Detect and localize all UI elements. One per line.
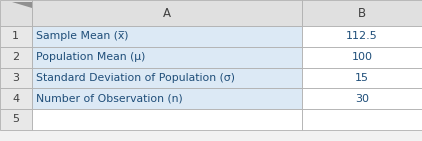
Bar [32, 0, 302, 26]
Text: Sample Mean (x̅): Sample Mean (x̅) [36, 31, 128, 41]
Text: 15: 15 [355, 73, 369, 83]
Polygon shape [12, 2, 32, 8]
Bar [0, 47, 32, 68]
Bar [32, 47, 302, 68]
Bar [0, 88, 32, 109]
Bar [302, 88, 422, 109]
Bar [0, 109, 32, 130]
Text: Number of Observation (n): Number of Observation (n) [36, 94, 183, 104]
Bar [0, 68, 32, 88]
Bar [0, 26, 32, 47]
Bar [32, 109, 302, 130]
Bar [302, 0, 422, 26]
Text: 4: 4 [12, 94, 19, 104]
Text: 30: 30 [355, 94, 369, 104]
Text: A: A [163, 6, 170, 20]
Bar [302, 26, 422, 47]
Bar [32, 26, 302, 47]
Bar [302, 68, 422, 88]
Bar [32, 68, 302, 88]
Text: Standard Deviation of Population (σ): Standard Deviation of Population (σ) [36, 73, 235, 83]
Text: 1: 1 [12, 31, 19, 41]
Text: 3: 3 [12, 73, 19, 83]
Text: 2: 2 [12, 52, 19, 62]
Text: B: B [358, 6, 366, 20]
Text: 5: 5 [12, 114, 19, 124]
Bar [0, 0, 32, 26]
Text: 112.5: 112.5 [346, 31, 378, 41]
Text: 100: 100 [352, 52, 372, 62]
Text: Population Mean (μ): Population Mean (μ) [36, 52, 145, 62]
Bar [302, 47, 422, 68]
Bar [302, 109, 422, 130]
Bar [32, 88, 302, 109]
